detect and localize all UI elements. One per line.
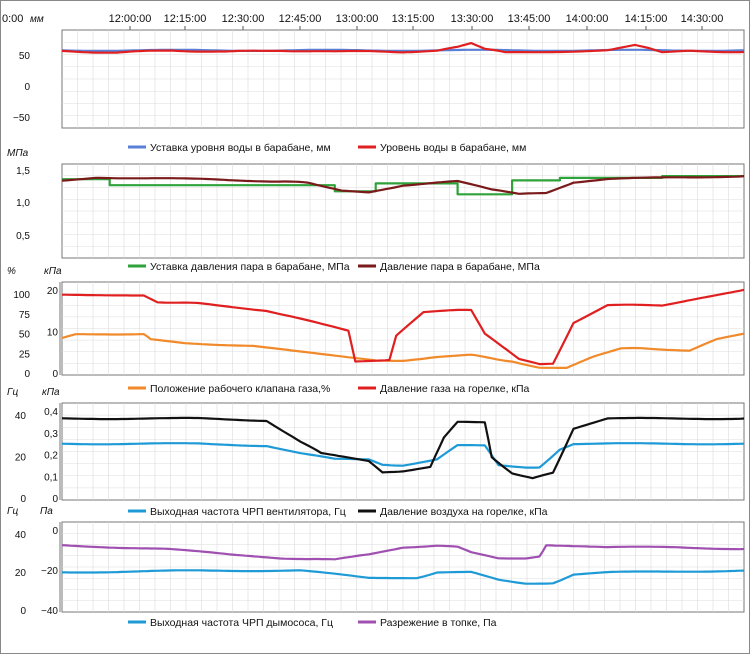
- time-tick-label: 12:15:00: [164, 13, 207, 25]
- series-line-gas-0: [61, 332, 745, 369]
- left-unit-label: МПа: [7, 148, 29, 159]
- time-tick-label: 13:45:00: [508, 13, 551, 25]
- left-tick-label: 20: [15, 568, 27, 579]
- left-unit-label: Гц: [7, 387, 18, 398]
- series-line-air-0: [61, 442, 745, 469]
- panel-steam-pressure: [61, 163, 745, 268]
- time-tick-label: 12:30:00: [222, 13, 265, 25]
- series-line-steam-pressure-1: [61, 175, 745, 195]
- panel-air: [59, 402, 745, 513]
- left-tick-label: 0: [20, 606, 26, 617]
- legend-label: Положение рабочего клапана газа,%: [150, 383, 330, 395]
- right-tick-label: 0: [52, 369, 58, 380]
- left-tick-label: 1,0: [16, 198, 30, 209]
- left-tick-label: 40: [15, 530, 27, 541]
- right-tick-label: 0,2: [44, 451, 58, 462]
- right-tick-label: 0,1: [44, 472, 58, 483]
- legend-label: Уровень воды в барабане, мм: [380, 142, 526, 154]
- left-unit-label: %: [7, 266, 16, 277]
- time-tick-label: 12:45:00: [279, 13, 322, 25]
- series-line-water-level-1: [61, 41, 745, 54]
- series-line-exhaust-1: [61, 544, 745, 561]
- left-tick-label: 40: [15, 411, 27, 422]
- left-tick-label: −50: [13, 113, 30, 124]
- left-tick-label: 1,5: [16, 166, 30, 177]
- right-tick-label: 0: [52, 494, 58, 505]
- time-tick-label: 13:30:00: [451, 13, 494, 25]
- right-tick-label: 0,3: [44, 429, 58, 440]
- left-tick-label: 0,5: [16, 231, 30, 242]
- series-line-gas-1: [62, 288, 745, 366]
- right-tick-label: −20: [41, 566, 58, 577]
- time-tick-label: 14:00:00: [566, 13, 609, 25]
- time-tick-label: 14:30:00: [681, 13, 724, 25]
- panel-gas: [59, 281, 745, 390]
- time-axis-start-label: 0:00: [2, 13, 23, 25]
- legend-label: Разрежение в топке, Па: [380, 617, 497, 629]
- left-tick-label: 0: [24, 369, 30, 380]
- right-unit-label: Па: [40, 506, 53, 517]
- panel-exhaust: [59, 521, 745, 624]
- legend-label: Выходная частота ЧРП вентилятора, Гц: [150, 506, 346, 518]
- legend-label: Выходная частота ЧРП дымососа, Гц: [150, 617, 333, 629]
- time-tick-label: 14:15:00: [625, 13, 668, 25]
- right-tick-label: −40: [41, 606, 58, 617]
- time-tick-label: 13:15:00: [392, 13, 435, 25]
- left-tick-label: 50: [19, 330, 31, 341]
- left-tick-label: 0: [20, 494, 26, 505]
- left-tick-label: 50: [19, 51, 31, 62]
- time-tick-label: 12:00:00: [109, 13, 152, 25]
- legend-label: Давление воздуха на горелке, кПа: [380, 506, 548, 518]
- left-tick-label: 25: [19, 349, 31, 360]
- left-unit-label: Гц: [7, 506, 18, 517]
- panel-water-level: [61, 29, 745, 149]
- legend-label: Давление газа на горелке, кПа: [380, 383, 530, 395]
- series-line-exhaust-0: [62, 569, 745, 585]
- left-tick-label: 75: [19, 310, 31, 321]
- water-level-unit-label: мм: [30, 14, 44, 25]
- left-tick-label: 100: [13, 290, 30, 301]
- left-tick-label: 0: [24, 82, 30, 93]
- series-line-air-1: [61, 416, 745, 480]
- right-unit-label: кПа: [44, 266, 62, 277]
- right-unit-label: кПа: [42, 387, 60, 398]
- right-tick-label: 10: [47, 328, 59, 339]
- right-tick-label: 0,4: [44, 407, 58, 418]
- time-tick-label: 13:00:00: [336, 13, 379, 25]
- right-tick-label: 20: [47, 286, 59, 297]
- legend-label: Давление пара в барабане, МПа: [380, 261, 540, 273]
- legend-label: Уставка уровня воды в барабане, мм: [150, 142, 331, 154]
- right-tick-label: 0: [52, 526, 58, 537]
- left-tick-label: 20: [15, 453, 27, 464]
- legend-label: Уставка давления пара в барабане, МПа: [150, 261, 350, 273]
